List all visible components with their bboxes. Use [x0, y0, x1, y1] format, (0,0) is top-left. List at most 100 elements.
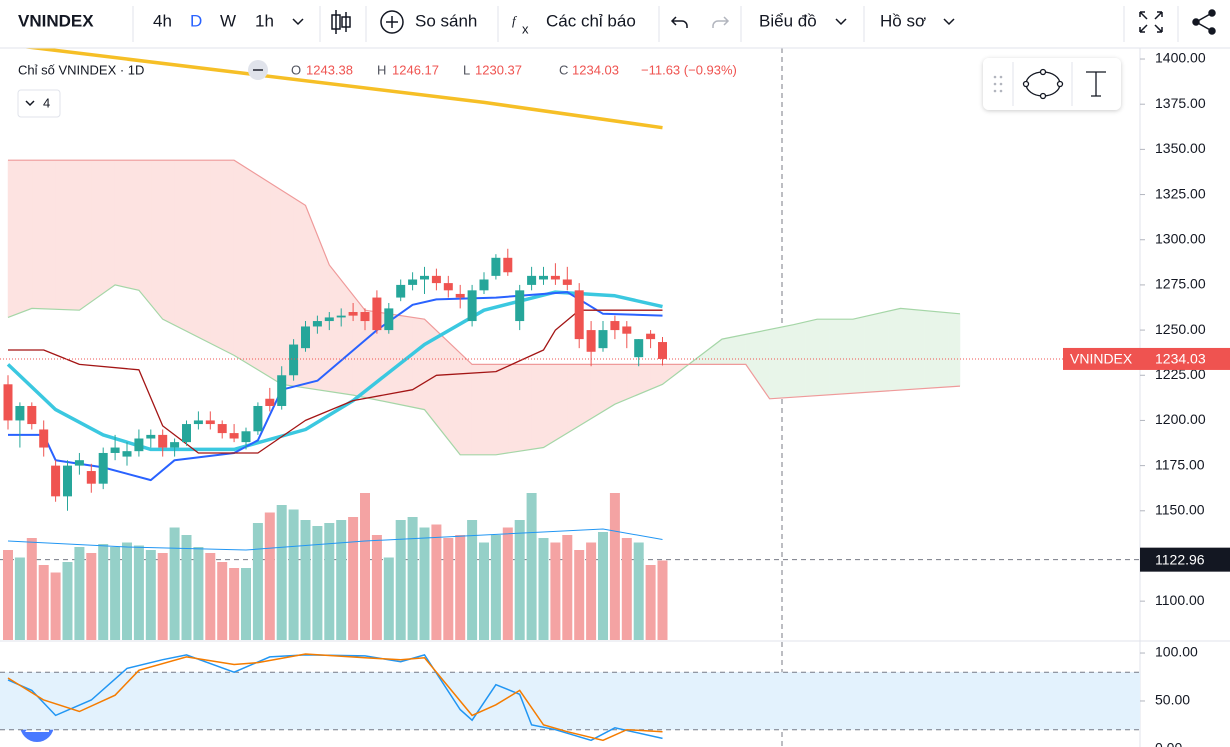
cloud-fill	[578, 364, 592, 427]
volume-bar	[467, 520, 478, 640]
change: −11.63 (−0.93%)	[641, 62, 737, 77]
chevron[interactable]	[292, 18, 304, 26]
chart-menu[interactable]: Biểu đồ	[759, 11, 817, 30]
y-tick-label: 0.00	[1155, 740, 1182, 747]
redo[interactable]	[712, 16, 730, 28]
cloud-fill	[590, 364, 604, 420]
candle-body	[39, 429, 49, 448]
y-tick-label: 1275.00	[1155, 276, 1206, 292]
volume-bar	[169, 527, 180, 640]
volume-bar	[229, 568, 240, 640]
undo[interactable]	[670, 16, 688, 28]
y-tick-label: 100.00	[1155, 644, 1198, 660]
candle-body	[550, 275, 560, 280]
last-price-value: 1234.03	[1155, 351, 1206, 367]
y-tick-label: 1100.00	[1155, 592, 1205, 608]
candle-body	[336, 315, 346, 318]
cloud-fill	[507, 364, 520, 454]
drag-handle[interactable]	[993, 75, 1003, 93]
volume-bar	[145, 550, 156, 640]
volume-bar	[193, 547, 204, 640]
volume-bar	[26, 538, 37, 640]
cloud-fill	[828, 318, 842, 396]
ohlc-value: 1234.03	[572, 62, 619, 77]
cloud-fill	[614, 364, 628, 405]
y-tick-label: 1200.00	[1155, 411, 1206, 427]
symbol[interactable]: VNINDEX	[18, 11, 94, 30]
fx-icon[interactable]: f	[512, 13, 518, 28]
y-tick-label: 1325.00	[1155, 185, 1206, 201]
candle-body	[63, 465, 72, 497]
candle-body	[503, 257, 513, 273]
candle-body	[443, 283, 453, 291]
interval[interactable]: 1h	[255, 11, 274, 30]
interval[interactable]: 4h	[153, 11, 172, 30]
legend: Chỉ số VNINDEX · 1D O 1243.38 H 1246.17 …	[17, 58, 1121, 118]
volume-bar	[14, 557, 25, 640]
cloud-fill	[245, 167, 259, 371]
volume-bar	[657, 560, 668, 640]
chevron[interactable]	[25, 100, 35, 107]
cloud-fill	[864, 313, 877, 393]
volume-bar	[562, 535, 573, 640]
candle-body	[610, 321, 620, 331]
ohlc-value: 1243.38	[306, 62, 353, 77]
cloud-fill	[900, 308, 913, 391]
toolbar: VNINDEX 4h D W 1h So sánh f x Các chỉ bá…	[0, 0, 1230, 49]
candle-body	[491, 257, 501, 276]
compare-icon[interactable]	[380, 10, 404, 34]
cloud-fill	[257, 174, 271, 378]
candle-body	[467, 290, 477, 322]
indicator-count[interactable]: 4	[43, 95, 50, 110]
volume-bar	[252, 523, 263, 640]
cloud-fill	[471, 364, 485, 456]
interval[interactable]: D	[190, 11, 202, 30]
candle-body	[217, 424, 227, 434]
volume-bar	[395, 520, 406, 640]
chevron[interactable]	[943, 18, 955, 26]
y-tick-label: 50.00	[1155, 692, 1190, 708]
crosshair-tag	[1140, 547, 1230, 572]
cloud-fill	[67, 159, 80, 311]
share[interactable]	[1192, 9, 1216, 35]
volume-bar	[348, 517, 359, 640]
indicator-line	[8, 309, 663, 454]
volume-bar	[324, 523, 335, 640]
chevron[interactable]	[835, 18, 847, 26]
cloud-fill	[79, 159, 92, 311]
volume-bar	[443, 538, 454, 640]
indicator-toggle[interactable]	[17, 89, 61, 118]
compare[interactable]: So sánh	[415, 11, 477, 30]
volume-bar	[217, 562, 228, 640]
cloud-fill	[210, 159, 223, 350]
volume-bar	[276, 505, 287, 640]
volume-bar	[407, 517, 418, 640]
cloud-fill	[233, 159, 247, 364]
candle-body	[479, 279, 489, 291]
volume-bar	[526, 493, 537, 640]
candle-body	[408, 279, 418, 285]
indicators[interactable]: Các chỉ báo	[546, 11, 636, 30]
volume-bar	[586, 542, 597, 640]
text-tool[interactable]	[1086, 71, 1106, 97]
volume-bar	[574, 550, 585, 640]
interval[interactable]: W	[220, 11, 236, 30]
cloud-fill	[126, 159, 140, 291]
shape-tool[interactable]	[1022, 68, 1064, 100]
candle-body	[372, 297, 382, 331]
fullscreen[interactable]	[1139, 11, 1163, 33]
volume-bar	[74, 547, 85, 640]
last-price-tag	[1063, 347, 1230, 370]
volume-bar	[538, 538, 549, 640]
volume-bar	[383, 557, 394, 640]
cloud-fill	[935, 311, 949, 388]
candle-body	[527, 275, 537, 285]
fx-icon[interactable]: x	[522, 21, 529, 36]
cloud-fill	[602, 364, 616, 412]
profile-menu[interactable]: Hồ sơ	[880, 11, 926, 30]
band-fill	[0, 672, 1140, 730]
candle-icon[interactable]	[331, 10, 351, 34]
y-tick-label: 1375.00	[1155, 95, 1206, 111]
last-price-symbol: VNINDEX	[1070, 351, 1133, 367]
cloud-fill	[162, 159, 175, 326]
